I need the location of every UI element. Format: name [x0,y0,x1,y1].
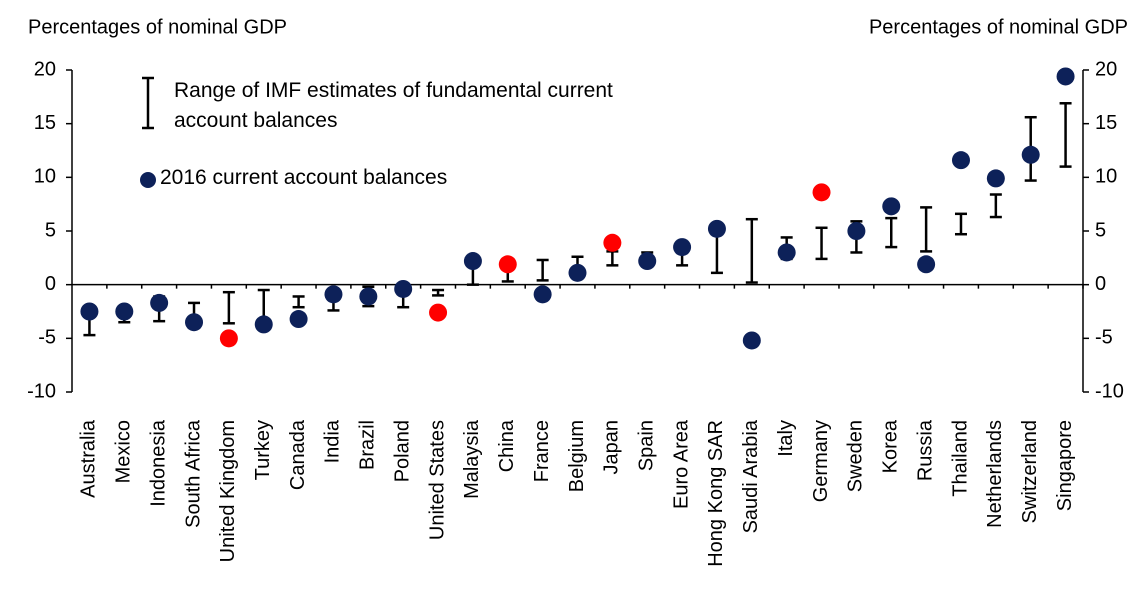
x-tick-label: South Africa [182,419,204,528]
range-bar [920,206,933,253]
y2-tick-label: 20 [1095,58,1117,80]
dot [1056,67,1075,86]
y-tick-label: 10 [34,166,56,188]
dot [150,293,169,312]
dot [603,233,622,252]
dot [707,219,726,238]
dot [115,302,134,321]
dot [219,329,238,348]
dot [568,263,587,282]
x-tick-label: Switzerland [1019,420,1041,523]
range-bar [745,217,758,284]
range-bar [1059,102,1072,168]
y2-tick-label: 5 [1095,219,1106,241]
range-bar [989,193,1002,219]
x-tick-label: Malaysia [461,419,483,499]
x-tick-label: Canada [287,419,309,490]
legend-entry: 2016 current account balances [160,166,448,189]
range-bar [432,288,445,297]
x-tick-label: India [322,419,344,463]
dot [812,183,831,202]
x-tick-label: United Kingdom [217,420,239,562]
y2-tick-label: -5 [1095,327,1113,349]
x-tick-label: Sweden [845,420,867,492]
x-tick-label: Korea [880,419,902,473]
x-tick-label: Mexico [113,420,135,483]
y2-tick-label: -10 [1095,380,1124,402]
x-tick-label: Singapore [1054,420,1076,511]
x-tick-label: Netherlands [984,420,1006,528]
range-bar [954,212,967,236]
x-tick-label: Italy [775,420,797,457]
dot [185,313,204,332]
x-tick-label: Australia [78,419,100,498]
x-tick-label: Russia [914,419,936,481]
y2-tick-label: 10 [1095,166,1117,188]
x-tick-label: Belgium [566,420,588,492]
dot [324,285,343,304]
x-tick-label: France [531,420,553,482]
y-tick-label: 0 [45,273,56,295]
range-bar [292,295,305,309]
x-tick-label: Thailand [949,420,971,497]
legend-entry: Range of IMF estimates of fundamental cu… [174,79,613,132]
range-bar [885,216,898,249]
dot [638,252,657,271]
dot [951,151,970,170]
legend-range-icon [142,76,154,130]
y-tick-label: 15 [34,112,56,134]
dot [359,287,378,306]
range-bar [606,250,619,267]
dot [1021,145,1040,164]
x-tick-label: Brazil [357,420,379,470]
dot [498,255,517,274]
x-tick-label: Poland [391,420,413,482]
range-bar [222,290,235,325]
x-tick-label: Germany [810,420,832,502]
dot [777,243,796,262]
range-bar [815,226,828,261]
y-axis-label: Percentages of nominal GDP [28,16,287,38]
y2-axis-label: Percentages of nominal GDP [869,16,1128,38]
x-tick-label: Japan [601,420,623,475]
y2-tick-label: 15 [1095,112,1117,134]
dot [917,255,936,274]
y-tick-label: -5 [38,327,56,349]
dot [80,302,99,321]
dot [289,310,308,329]
y-tick-label: 5 [45,219,56,241]
x-tick-label: Indonesia [147,419,169,507]
dot [254,315,273,334]
range-bar [536,258,549,282]
legend-dot-icon [140,172,156,188]
dot [673,238,692,257]
dot [742,331,761,350]
y2-tick-label: 0 [1095,273,1106,295]
dot [394,279,413,298]
dot [429,303,448,322]
x-tick-label: Hong Kong SAR [705,420,727,567]
x-tick-label: Euro Area [670,419,692,509]
x-tick-label: China [496,419,518,472]
dot [463,252,482,271]
y-tick-label: -10 [27,380,56,402]
x-tick-label: Saudi Arabia [740,419,762,533]
x-tick-label: Spain [636,420,658,471]
dot [986,169,1005,188]
x-tick-label: Turkey [252,420,274,480]
y-tick-label: 20 [34,58,56,80]
x-tick-label: United States [426,420,448,540]
dot [882,197,901,216]
dot [847,222,866,240]
dot [533,285,552,304]
